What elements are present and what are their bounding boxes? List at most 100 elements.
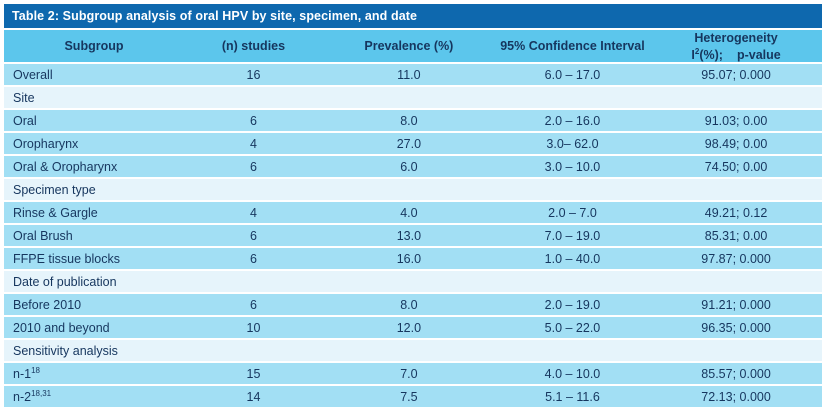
row-label-text: n-1 bbox=[13, 367, 32, 381]
i-squared-superscript: 2 bbox=[694, 46, 700, 56]
cell-n-studies: 6 bbox=[250, 113, 257, 128]
cell-heterogeneity: 72.13; 0.000 bbox=[701, 389, 771, 404]
row-label: 2010 and beyond bbox=[4, 321, 184, 335]
cell-confidence-interval: 3.0– 62.0 bbox=[546, 136, 599, 151]
row-label-text: Oropharynx bbox=[13, 136, 79, 151]
cell-prevalence: 4.0 bbox=[400, 205, 418, 220]
row-label: FFPE tissue blocks bbox=[4, 252, 184, 266]
cell-n-studies: 16 bbox=[246, 67, 261, 82]
table-row: Oropharynx 4 27.0 3.0– 62.0 98.49; 0.00 bbox=[4, 133, 822, 154]
section-label: Site bbox=[13, 90, 35, 105]
cell-confidence-interval: 6.0 – 17.0 bbox=[544, 67, 601, 82]
cell-prevalence: 8.0 bbox=[400, 113, 418, 128]
cell-n-studies: 10 bbox=[246, 320, 261, 335]
reference-superscript: 18,31 bbox=[31, 389, 52, 398]
table-row: Oral 6 8.0 2.0 – 16.0 91.03; 0.00 bbox=[4, 110, 822, 131]
cell-n-studies: 14 bbox=[246, 389, 261, 404]
cell-n-studies: 15 bbox=[246, 366, 261, 381]
cell-heterogeneity: 95.07; 0.000 bbox=[701, 67, 771, 82]
table-row: Oral & Oropharynx 6 6.0 3.0 – 10.0 74.50; 0.… bbox=[4, 156, 822, 177]
table-row: Before 2010 6 8.0 2.0 – 19.0 91.21; 0.000 bbox=[4, 294, 822, 315]
cell-prevalence: 11.0 bbox=[397, 67, 421, 82]
section-label: Sensitivity analysis bbox=[13, 343, 118, 358]
row-label: Before 2010 bbox=[4, 298, 184, 312]
cell-n-studies: 6 bbox=[250, 159, 257, 174]
cell-heterogeneity: 97.87; 0.000 bbox=[701, 251, 771, 266]
cell-prevalence: 12.0 bbox=[396, 320, 422, 335]
row-label: n-218,31 bbox=[4, 389, 184, 404]
table-row: Overall 16 11.0 6.0 – 17.0 95.07; 0.000 bbox=[4, 64, 822, 85]
row-label-text: Oral Brush bbox=[13, 228, 73, 243]
table-title: Table 2: Subgroup analysis of oral HPV b… bbox=[12, 9, 418, 23]
cell-confidence-interval: 4.0 – 10.0 bbox=[544, 366, 601, 381]
cell-n-studies: 4 bbox=[250, 205, 257, 220]
table-header-row: Subgroup (n) studies Prevalence (%) 95% … bbox=[4, 30, 822, 62]
section-label: Date of publication bbox=[13, 274, 117, 289]
cell-prevalence: 27.0 bbox=[396, 136, 422, 151]
row-label-text: Rinse & Gargle bbox=[13, 205, 98, 220]
cell-heterogeneity: 98.49; 0.00 bbox=[704, 136, 768, 151]
column-header-prevalence: Prevalence (%) bbox=[364, 39, 454, 53]
reference-superscript: 18 bbox=[31, 366, 40, 375]
cell-confidence-interval: 5.0 – 22.0 bbox=[544, 320, 601, 335]
cell-confidence-interval: 2.0 – 16.0 bbox=[544, 113, 601, 128]
cell-confidence-interval: 2.0 – 7.0 bbox=[548, 205, 597, 220]
cell-prevalence: 13.0 bbox=[396, 228, 422, 243]
cell-prevalence: 7.5 bbox=[400, 389, 418, 404]
table-row: n-118 15 7.0 4.0 – 10.0 85.57; 0.000 bbox=[4, 363, 822, 384]
row-label: Rinse & Gargle bbox=[4, 206, 184, 220]
row-label: Oropharynx bbox=[4, 137, 184, 151]
table-row: n-218,31 14 7.5 5.1 – 11.6 72.13; 0.000 bbox=[4, 386, 822, 407]
cell-n-studies: 6 bbox=[250, 297, 257, 312]
row-label-text: Oral bbox=[13, 113, 37, 128]
cell-heterogeneity: 85.57; 0.000 bbox=[701, 366, 771, 381]
section-row: Site bbox=[4, 87, 822, 108]
cell-heterogeneity: 91.03; 0.00 bbox=[704, 113, 768, 128]
row-label: Oral bbox=[4, 114, 184, 128]
section-row: Date of publication bbox=[4, 271, 822, 292]
table-row: 2010 and beyond 10 12.0 5.0 – 22.0 96.35; 0.… bbox=[4, 317, 822, 338]
row-label: Oral & Oropharynx bbox=[4, 160, 184, 174]
cell-heterogeneity: 91.21; 0.000 bbox=[701, 297, 771, 312]
table-row: Rinse & Gargle 4 4.0 2.0 – 7.0 49.21; 0.12 bbox=[4, 202, 822, 223]
table-body: Overall 16 11.0 6.0 – 17.0 95.07; 0.000 Site O… bbox=[4, 64, 822, 407]
cell-prevalence: 16.0 bbox=[396, 251, 422, 266]
row-label-text: FFPE tissue blocks bbox=[13, 251, 120, 266]
heterogeneity-header-line2: I2(%); p-value bbox=[691, 46, 781, 62]
row-label-text: n-2 bbox=[13, 390, 32, 404]
cell-confidence-interval: 7.0 – 19.0 bbox=[544, 228, 601, 243]
subgroup-analysis-table: Table 2: Subgroup analysis of oral HPV b… bbox=[4, 4, 822, 407]
row-label: n-118 bbox=[4, 366, 184, 381]
cell-confidence-interval: 1.0 – 40.0 bbox=[544, 251, 601, 266]
row-label: Overall bbox=[4, 68, 184, 82]
cell-heterogeneity: 85.31; 0.00 bbox=[704, 228, 768, 243]
section-row: Sensitivity analysis bbox=[4, 340, 822, 361]
section-label: Specimen type bbox=[13, 182, 96, 197]
cell-confidence-interval: 2.0 – 19.0 bbox=[544, 297, 601, 312]
column-header-confidence-interval: 95% Confidence Interval bbox=[500, 39, 645, 53]
row-label-text: Overall bbox=[13, 67, 53, 82]
row-label-text: Oral & Oropharynx bbox=[13, 159, 118, 174]
column-header-subgroup: Subgroup bbox=[64, 39, 124, 53]
cell-prevalence: 6.0 bbox=[400, 159, 418, 174]
section-row: Specimen type bbox=[4, 179, 822, 200]
cell-prevalence: 7.0 bbox=[400, 366, 418, 381]
row-label: Oral Brush bbox=[4, 229, 184, 243]
table-title-bar: Table 2: Subgroup analysis of oral HPV b… bbox=[4, 4, 822, 28]
column-header-n-studies: (n) studies bbox=[221, 39, 286, 53]
cell-n-studies: 6 bbox=[250, 251, 257, 266]
cell-heterogeneity: 74.50; 0.00 bbox=[704, 159, 768, 174]
table-row: Oral Brush 6 13.0 7.0 – 19.0 85.31; 0.00 bbox=[4, 225, 822, 246]
heterogeneity-header-line1: Heterogeneity bbox=[694, 30, 778, 45]
cell-heterogeneity: 96.35; 0.000 bbox=[701, 320, 771, 335]
column-header-heterogeneity: Heterogeneity I2(%); p-value bbox=[650, 31, 822, 62]
cell-n-studies: 6 bbox=[250, 228, 257, 243]
row-label-text: Before 2010 bbox=[13, 297, 82, 312]
cell-confidence-interval: 3.0 – 10.0 bbox=[544, 159, 601, 174]
row-label-text: 2010 and beyond bbox=[13, 320, 110, 335]
cell-heterogeneity: 49.21; 0.12 bbox=[704, 205, 768, 220]
pvalue-header-label: p-value bbox=[736, 47, 781, 62]
cell-prevalence: 8.0 bbox=[400, 297, 418, 312]
cell-n-studies: 4 bbox=[250, 136, 257, 151]
